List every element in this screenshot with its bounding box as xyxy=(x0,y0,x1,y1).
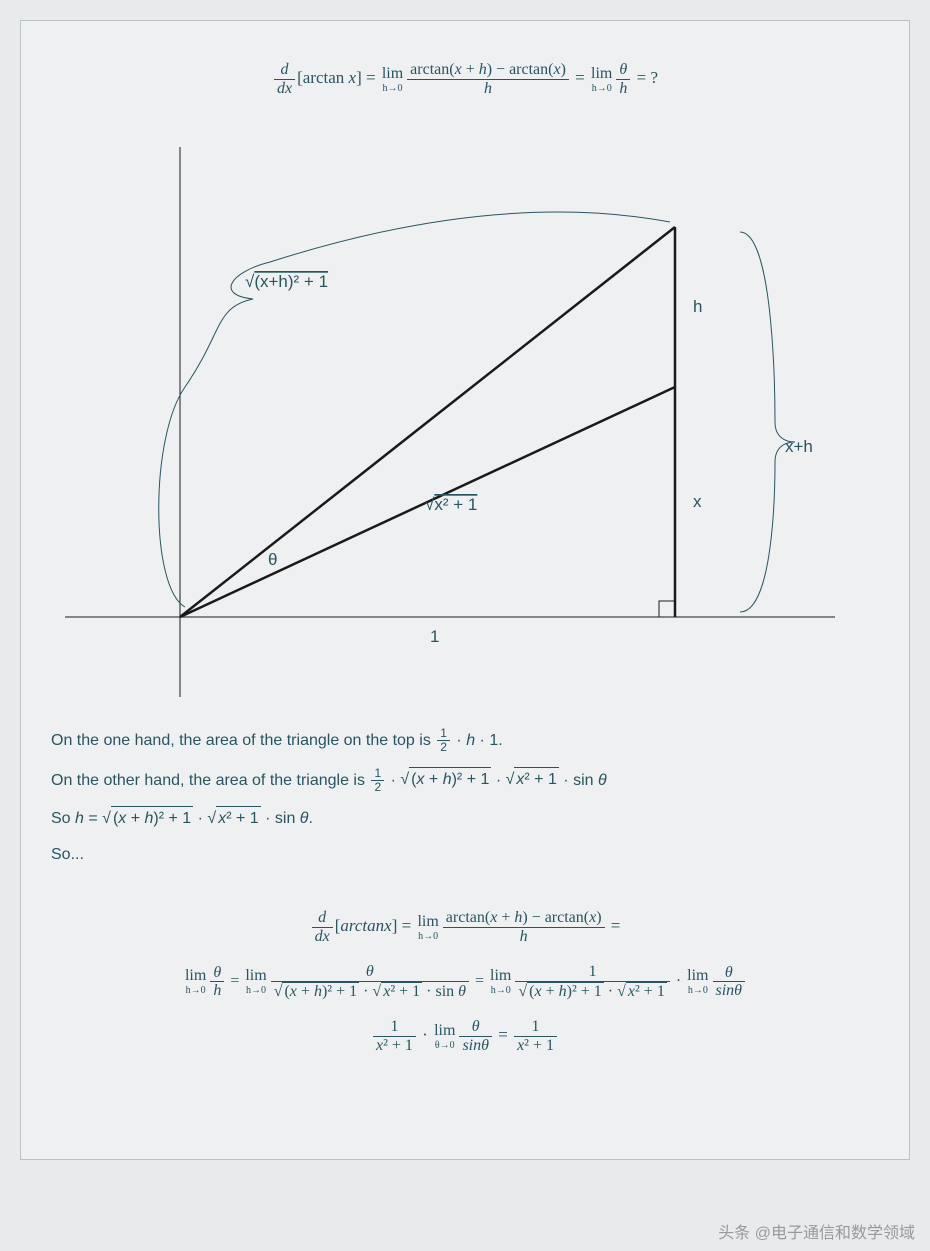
lim6: lim xyxy=(490,967,511,985)
lim5-h0: h→0 xyxy=(245,985,266,996)
lim7-h0: h→0 xyxy=(687,985,708,996)
lim4-h0: h→0 xyxy=(185,985,206,996)
half2-den: 2 xyxy=(371,781,384,794)
b1-num: arctan(x + h) − arctan(x) xyxy=(443,909,605,928)
lim3-h0: h→0 xyxy=(417,931,438,942)
half-den: 2 xyxy=(437,741,450,754)
b3-x2p1: x² + 1 xyxy=(373,1037,416,1055)
p1-a: On the one hand, the area of the triangl… xyxy=(51,732,435,749)
p1-h: h xyxy=(466,732,475,749)
hyp-bot-label: √x² + 1 xyxy=(425,495,477,514)
p3-sqrt1: √(x + h)² + 1 xyxy=(102,810,193,827)
b3-one2: 1 xyxy=(514,1018,557,1037)
d-num: d xyxy=(274,61,295,80)
lim8-theta0: θ→0 xyxy=(434,1040,455,1051)
hyp-top-label: √(x+h)² + 1 xyxy=(245,272,328,291)
p2-sin: · sin xyxy=(559,771,598,788)
p2-dot1: · xyxy=(386,771,400,788)
theta-label: θ xyxy=(268,550,277,569)
lim2-h0: h→0 xyxy=(591,83,612,94)
p2-theta: θ xyxy=(598,771,607,788)
lim-label: lim xyxy=(382,65,403,83)
b2-theta2: θ xyxy=(271,963,469,982)
para-2: On the other hand, the area of the trian… xyxy=(51,767,879,794)
watermark: 头条 @电子通信和数学领域 xyxy=(718,1219,915,1243)
page-container: ddx[arctan x] = limh→0arctan(x + h) − ar… xyxy=(20,20,910,1160)
b2-h: h xyxy=(210,982,224,1000)
p3-h: h xyxy=(75,810,84,827)
bottom-equation-3: 1x² + 1 · limθ→0θsinθ = 1x² + 1 xyxy=(51,1018,879,1054)
h-den: h xyxy=(616,80,630,98)
b2-dot: · xyxy=(672,972,685,989)
p1-dot1: · xyxy=(452,732,466,749)
geometric-diagram: θ 1 h x x+h √(x+h)² + 1 √x² + 1 xyxy=(55,107,875,707)
lim-h0: h→0 xyxy=(382,83,403,94)
b2-theta3: θ xyxy=(713,964,746,983)
b1-eq: = xyxy=(607,916,621,935)
top-equation: ddx[arctan x] = limh→0arctan(x + h) − ar… xyxy=(51,61,879,97)
brace-xh xyxy=(740,232,795,612)
b3-one: 1 xyxy=(373,1018,416,1037)
p1-c: · 1. xyxy=(475,732,503,749)
b2-bigden2: √(x + h)² + 1 · √x² + 1 xyxy=(515,982,669,1001)
brace-top-hyp xyxy=(159,212,670,607)
lim4: lim xyxy=(185,967,206,985)
bottom-equation-1: ddx[arctanx] = limh→0 arctan(x + h) − arc… xyxy=(51,909,879,945)
right-angle-marker xyxy=(659,601,675,617)
p2-a: On the other hand, the area of the trian… xyxy=(51,771,369,788)
para-3: So h = √(x + h)² + 1 · √x² + 1 · sin θ. xyxy=(51,806,879,831)
para-4: So... xyxy=(51,843,879,867)
p3-dot: · xyxy=(193,810,207,827)
b1-bracket: [arctanx] = xyxy=(335,916,416,935)
lim5: lim xyxy=(245,967,266,985)
eq-sep: = xyxy=(571,68,589,87)
b3-theta: θ xyxy=(459,1018,492,1037)
b2-eq1: = xyxy=(226,972,243,989)
b3-dot: · xyxy=(418,1025,432,1044)
lim6-h0: h→0 xyxy=(490,985,511,996)
b3-eq: = xyxy=(494,1025,512,1044)
h-segment-label: h xyxy=(693,297,702,316)
p2-sqrt2: √x² + 1 xyxy=(506,771,559,788)
b2-theta: θ xyxy=(210,964,224,983)
arctan-diff-num: arctan(x + h) − arctan(x) xyxy=(407,61,569,80)
para-1: On the one hand, the area of the triangl… xyxy=(51,727,879,754)
p3-period: . xyxy=(308,810,312,827)
base-label: 1 xyxy=(430,627,439,646)
b2-eq2: = xyxy=(471,972,488,989)
p3-eq: = xyxy=(84,810,102,827)
theta-num: θ xyxy=(616,61,630,80)
x-segment-label: x xyxy=(693,492,702,511)
p3-sqrt2: √x² + 1 xyxy=(207,810,260,827)
b2-sintheta: sinθ xyxy=(713,982,746,1000)
b3-x2p1b: x² + 1 xyxy=(514,1037,557,1055)
equals-q: = ? xyxy=(632,68,658,87)
b1-den: h xyxy=(443,928,605,946)
xh-label: x+h xyxy=(785,437,813,456)
lim2: lim xyxy=(591,65,612,83)
b3-sintheta: sinθ xyxy=(459,1037,492,1055)
den-h: h xyxy=(407,80,569,98)
p3-sin: · sin xyxy=(261,810,300,827)
b2-bigden1: √(x + h)² + 1 · √x² + 1 · sin θ xyxy=(271,982,469,1001)
p2-dot2: · xyxy=(491,771,505,788)
d2: d xyxy=(312,909,333,928)
dx-den: dx xyxy=(274,80,295,98)
bracket-arctan: [arctan x] = xyxy=(297,68,380,87)
lim7: lim xyxy=(687,967,708,985)
p2-sqrt1: √(x + h)² + 1 xyxy=(400,771,491,788)
lim8: lim xyxy=(434,1022,455,1040)
bottom-equation-2: limh→0θh = limh→0θ√(x + h)² + 1 · √x² + … xyxy=(51,963,879,1000)
half2-num: 1 xyxy=(371,767,384,781)
half-num: 1 xyxy=(437,727,450,741)
b2-one: 1 xyxy=(515,963,669,982)
dx2: dx xyxy=(312,928,333,946)
p3-so: So xyxy=(51,810,75,827)
lim3: lim xyxy=(417,913,438,931)
